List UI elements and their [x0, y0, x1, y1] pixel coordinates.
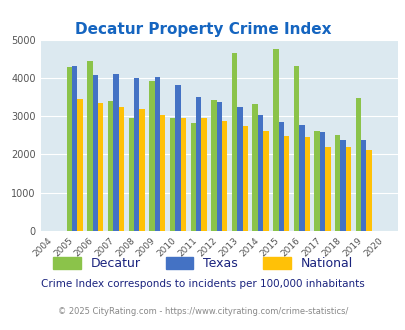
- Text: Decatur Property Crime Index: Decatur Property Crime Index: [75, 22, 330, 37]
- Bar: [113, 74, 118, 231]
- Bar: [72, 66, 77, 231]
- Bar: [118, 107, 124, 231]
- Bar: [175, 85, 180, 231]
- Bar: [139, 109, 144, 231]
- Bar: [128, 118, 134, 231]
- Bar: [334, 135, 340, 231]
- Bar: [252, 104, 257, 231]
- Bar: [98, 103, 103, 231]
- Bar: [149, 81, 154, 231]
- Bar: [134, 78, 139, 231]
- Bar: [319, 132, 324, 231]
- Bar: [211, 100, 216, 231]
- Bar: [360, 140, 366, 231]
- Bar: [160, 115, 165, 231]
- Bar: [283, 136, 288, 231]
- Bar: [231, 52, 237, 231]
- Bar: [196, 97, 201, 231]
- Bar: [257, 115, 262, 231]
- Bar: [66, 67, 72, 231]
- Bar: [355, 98, 360, 231]
- Bar: [242, 126, 247, 231]
- Bar: [180, 118, 185, 231]
- Bar: [87, 61, 92, 231]
- Bar: [237, 107, 242, 231]
- Bar: [201, 118, 206, 231]
- Bar: [154, 77, 160, 231]
- Bar: [366, 150, 371, 231]
- Bar: [293, 66, 298, 231]
- Bar: [340, 140, 345, 231]
- Text: © 2025 CityRating.com - https://www.cityrating.com/crime-statistics/: © 2025 CityRating.com - https://www.city…: [58, 307, 347, 315]
- Legend: Decatur, Texas, National: Decatur, Texas, National: [48, 252, 357, 275]
- Bar: [345, 147, 350, 231]
- Bar: [273, 49, 278, 231]
- Bar: [92, 75, 98, 231]
- Bar: [298, 125, 304, 231]
- Bar: [108, 101, 113, 231]
- Bar: [304, 137, 309, 231]
- Text: Crime Index corresponds to incidents per 100,000 inhabitants: Crime Index corresponds to incidents per…: [41, 279, 364, 289]
- Bar: [169, 118, 175, 231]
- Bar: [216, 102, 222, 231]
- Bar: [190, 123, 196, 231]
- Bar: [278, 122, 283, 231]
- Bar: [262, 131, 268, 231]
- Bar: [77, 99, 83, 231]
- Bar: [313, 131, 319, 231]
- Bar: [222, 121, 227, 231]
- Bar: [324, 147, 330, 231]
